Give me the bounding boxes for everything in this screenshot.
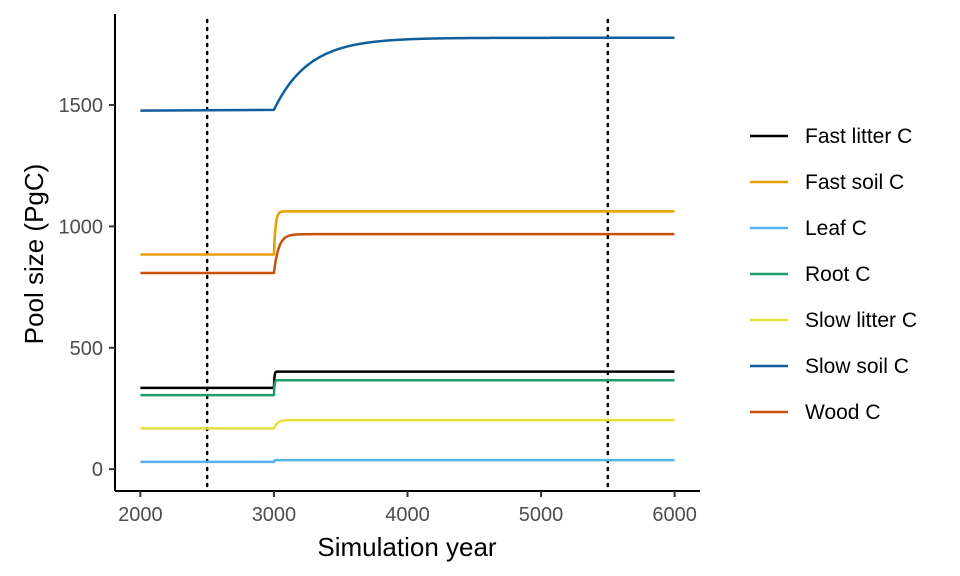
legend-label: Fast litter C	[805, 125, 912, 148]
x-tick-label: 6000	[652, 504, 697, 526]
series-line	[140, 418, 676, 430]
y-axis-title: Pool size (PgC)	[19, 164, 49, 345]
x-tick-label: 5000	[519, 504, 564, 526]
series-line	[140, 36, 676, 112]
series-lines	[140, 36, 676, 464]
y-tick-label: 0	[92, 459, 103, 481]
legend-label: Fast soil C	[805, 171, 904, 194]
series-line	[140, 370, 676, 390]
legend-label: Wood C	[805, 401, 880, 424]
series-line	[140, 458, 676, 464]
x-axis-ticks: 2000 3000 4000 5000 6000	[118, 491, 697, 526]
legend-label: Slow litter C	[805, 309, 917, 332]
y-tick-label: 500	[70, 338, 103, 360]
series-line	[140, 210, 676, 256]
reference-lines	[205, 18, 610, 493]
series-line	[140, 379, 676, 397]
y-tick-label: 1500	[59, 95, 104, 117]
x-tick-label: 3000	[252, 504, 297, 526]
y-axis-ticks: 0 500 1000 1500	[59, 95, 115, 481]
x-tick-label: 2000	[118, 504, 163, 526]
series-line	[140, 232, 676, 275]
y-tick-label: 1000	[59, 216, 104, 238]
x-axis-title: Simulation year	[317, 532, 497, 562]
legend-label: Slow soil C	[805, 355, 909, 378]
legend-label: Leaf C	[805, 217, 867, 240]
x-tick-label: 4000	[385, 504, 430, 526]
legend-label: Root C	[805, 263, 870, 286]
legend: Fast litter C Fast soil C Leaf C Root C Slow…	[750, 125, 917, 424]
